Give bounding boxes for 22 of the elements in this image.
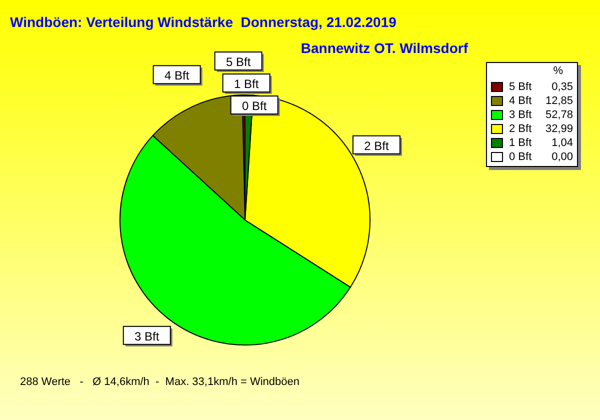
slice-label: 3 Bft — [134, 329, 160, 344]
legend-label: 5 Bft — [509, 81, 533, 93]
chart-subtitle: Bannewitz OT. Wilmsdorf — [300, 40, 468, 56]
legend-label: 4 Bft — [509, 95, 533, 107]
legend-label: 1 Bft — [509, 137, 533, 149]
legend-label: 2 Bft — [509, 123, 533, 135]
legend-label: 0 Bft — [509, 151, 533, 163]
slice-label: 2 Bft — [364, 138, 390, 153]
category-label: 0 Bft — [242, 99, 267, 114]
data-label: 0,35 — [552, 81, 573, 93]
chart-title: Windböen: Verteilung Windstärke Donnerstag, 21.02.2019 — [10, 14, 396, 30]
slice-label: 4 Bft — [164, 68, 190, 83]
legend-label: 3 Bft — [509, 109, 533, 121]
data-label: 32,99 — [545, 123, 573, 135]
slice-label: 5 Bft — [226, 55, 252, 70]
slice-label: 1 Bft — [234, 77, 260, 92]
data-label: 52,78 — [545, 109, 573, 121]
text: 0,00 — [552, 151, 573, 163]
data-label: 1,04 — [552, 137, 573, 149]
text: 288 Werte - Ø 14,6km/h - Max. 33,1km/h = Windböen — [20, 376, 300, 388]
legend-title: % — [552, 65, 564, 77]
data-label: 12,85 — [545, 95, 573, 107]
